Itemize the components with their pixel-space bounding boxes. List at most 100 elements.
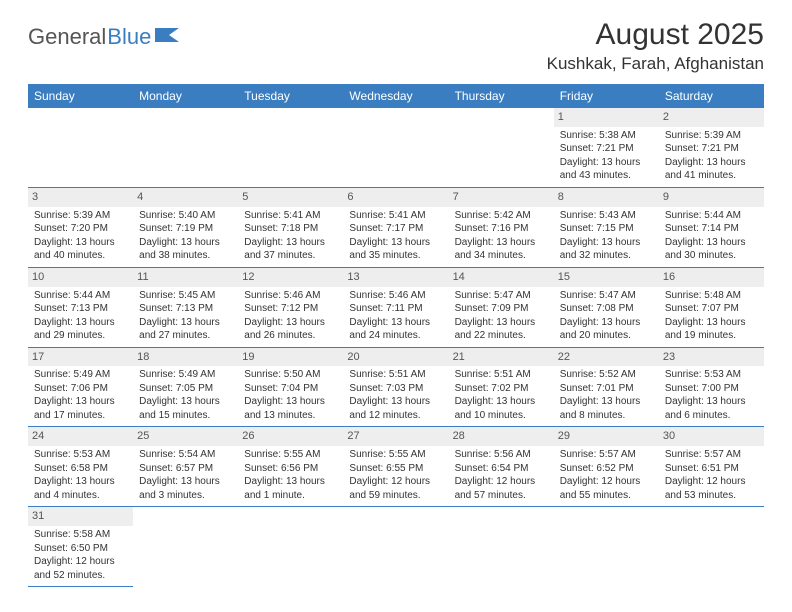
calendar-cell: 1Sunrise: 5:38 AMSunset: 7:21 PMDaylight… — [554, 108, 659, 187]
weekday-header: Thursday — [449, 84, 554, 108]
calendar-body: 1Sunrise: 5:38 AMSunset: 7:21 PMDaylight… — [28, 108, 764, 587]
day-info: Sunrise: 5:45 AMSunset: 7:13 PMDaylight:… — [137, 289, 234, 343]
day-info: Sunrise: 5:47 AMSunset: 7:09 PMDaylight:… — [453, 289, 550, 343]
info-line: and 24 minutes. — [349, 329, 442, 343]
day-info: Sunrise: 5:52 AMSunset: 7:01 PMDaylight:… — [558, 368, 655, 422]
info-line: Sunrise: 5:39 AM — [34, 209, 127, 223]
logo-text-1: General — [28, 24, 106, 50]
day-info: Sunrise: 5:44 AMSunset: 7:14 PMDaylight:… — [663, 209, 760, 263]
info-line: Sunset: 6:56 PM — [244, 462, 337, 476]
info-line: and 3 minutes. — [139, 489, 232, 503]
calendar-cell: 7 Sunrise: 5:42 AMSunset: 7:16 PMDaylight… — [449, 187, 554, 267]
day-info: Sunrise: 5:48 AMSunset: 7:07 PMDaylight:… — [663, 289, 760, 343]
calendar-cell: 14 Sunrise: 5:47 AMSunset: 7:09 PMDayligh… — [449, 267, 554, 347]
title-block: August 2025 Kushkak, Farah, Afghanistan — [547, 18, 764, 74]
calendar-cell — [238, 507, 343, 587]
day-number — [449, 108, 554, 127]
logo: GeneralBlue — [28, 24, 181, 50]
info-line: and 6 minutes. — [665, 409, 758, 423]
info-line: Sunrise: 5:38 AM — [560, 129, 653, 143]
calendar-cell — [449, 507, 554, 587]
info-line: Daylight: 13 hours — [349, 395, 442, 409]
day-number: 7 — [449, 188, 554, 207]
info-line: and 37 minutes. — [244, 249, 337, 263]
weekday-header: Monday — [133, 84, 238, 108]
calendar-cell — [238, 108, 343, 187]
calendar-cell: 19Sunrise: 5:50 AMSunset: 7:04 PMDayligh… — [238, 347, 343, 427]
day-info: Sunrise: 5:39 AMSunset: 7:20 PMDaylight:… — [32, 209, 129, 263]
calendar-cell: 10Sunrise: 5:44 AMSunset: 7:13 PMDayligh… — [28, 267, 133, 347]
calendar-head: Sunday Monday Tuesday Wednesday Thursday… — [28, 84, 764, 108]
info-line: Sunset: 7:18 PM — [244, 222, 337, 236]
day-info: Sunrise: 5:41 AMSunset: 7:18 PMDaylight:… — [242, 209, 339, 263]
info-line: Daylight: 13 hours — [349, 236, 442, 250]
weekday-header: Friday — [554, 84, 659, 108]
day-number: 13 — [343, 268, 448, 287]
calendar-page: GeneralBlue August 2025 Kushkak, Farah, … — [0, 0, 792, 605]
calendar-cell: 20Sunrise: 5:51 AMSunset: 7:03 PMDayligh… — [343, 347, 448, 427]
day-number: 31 — [28, 507, 133, 526]
day-info: Sunrise: 5:58 AMSunset: 6:50 PMDaylight:… — [32, 528, 129, 582]
calendar-cell: 31 Sunrise: 5:58 AMSunset: 6:50 PMDayligh… — [28, 507, 133, 587]
calendar-week: 24Sunrise: 5:53 AMSunset: 6:58 PMDayligh… — [28, 427, 764, 507]
day-info: Sunrise: 5:55 AMSunset: 6:55 PMDaylight:… — [347, 448, 444, 502]
info-line: Sunrise: 5:41 AM — [349, 209, 442, 223]
info-line: and 57 minutes. — [455, 489, 548, 503]
day-number: 30 — [659, 427, 764, 446]
day-number: 10 — [28, 268, 133, 287]
info-line: Daylight: 13 hours — [34, 316, 127, 330]
info-line: Sunrise: 5:55 AM — [349, 448, 442, 462]
info-line: Sunrise: 5:44 AM — [34, 289, 127, 303]
calendar-cell: 11Sunrise: 5:45 AMSunset: 7:13 PMDayligh… — [133, 267, 238, 347]
calendar-cell: 5Sunrise: 5:41 AMSunset: 7:18 PMDaylight… — [238, 187, 343, 267]
info-line: Daylight: 13 hours — [560, 316, 653, 330]
day-info: Sunrise: 5:38 AMSunset: 7:21 PMDaylight:… — [558, 129, 655, 183]
info-line: Daylight: 13 hours — [665, 236, 758, 250]
info-line: and 26 minutes. — [244, 329, 337, 343]
calendar-cell: 17Sunrise: 5:49 AMSunset: 7:06 PMDayligh… — [28, 347, 133, 427]
info-line: Sunset: 7:21 PM — [560, 142, 653, 156]
calendar-cell: 29Sunrise: 5:57 AMSunset: 6:52 PMDayligh… — [554, 427, 659, 507]
info-line: Sunrise: 5:52 AM — [560, 368, 653, 382]
day-number: 17 — [28, 348, 133, 367]
calendar-week: 3Sunrise: 5:39 AMSunset: 7:20 PMDaylight… — [28, 187, 764, 267]
day-info: Sunrise: 5:49 AMSunset: 7:06 PMDaylight:… — [32, 368, 129, 422]
info-line: Daylight: 13 hours — [560, 395, 653, 409]
info-line: Sunrise: 5:47 AM — [455, 289, 548, 303]
calendar-cell — [554, 507, 659, 587]
day-number — [343, 108, 448, 127]
calendar-cell: 15Sunrise: 5:47 AMSunset: 7:08 PMDayligh… — [554, 267, 659, 347]
info-line: and 40 minutes. — [34, 249, 127, 263]
calendar-cell: 12Sunrise: 5:46 AMSunset: 7:12 PMDayligh… — [238, 267, 343, 347]
info-line: Sunset: 6:51 PM — [665, 462, 758, 476]
calendar-cell: 13Sunrise: 5:46 AMSunset: 7:11 PMDayligh… — [343, 267, 448, 347]
info-line: Sunrise: 5:49 AM — [34, 368, 127, 382]
info-line: Sunrise: 5:40 AM — [139, 209, 232, 223]
day-info: Sunrise: 5:42 AMSunset: 7:16 PMDaylight:… — [453, 209, 550, 263]
page-header: GeneralBlue August 2025 Kushkak, Farah, … — [28, 18, 764, 74]
info-line: Sunrise: 5:53 AM — [34, 448, 127, 462]
info-line: Daylight: 13 hours — [665, 156, 758, 170]
calendar-cell — [343, 507, 448, 587]
info-line: and 20 minutes. — [560, 329, 653, 343]
day-number: 18 — [133, 348, 238, 367]
day-number: 2 — [659, 108, 764, 127]
info-line: and 32 minutes. — [560, 249, 653, 263]
info-line: Sunset: 7:20 PM — [34, 222, 127, 236]
weekday-header: Tuesday — [238, 84, 343, 108]
day-info: Sunrise: 5:49 AMSunset: 7:05 PMDaylight:… — [137, 368, 234, 422]
info-line: Sunset: 7:06 PM — [34, 382, 127, 396]
calendar-week: 31 Sunrise: 5:58 AMSunset: 6:50 PMDayligh… — [28, 507, 764, 587]
day-number: 14 — [449, 268, 554, 287]
info-line: and 15 minutes. — [139, 409, 232, 423]
info-line: Sunset: 7:02 PM — [455, 382, 548, 396]
info-line: and 38 minutes. — [139, 249, 232, 263]
weekday-header: Sunday — [28, 84, 133, 108]
info-line: and 30 minutes. — [665, 249, 758, 263]
day-number — [554, 507, 659, 526]
location: Kushkak, Farah, Afghanistan — [547, 54, 764, 74]
info-line: and 17 minutes. — [34, 409, 127, 423]
info-line: Sunset: 7:11 PM — [349, 302, 442, 316]
info-line: and 55 minutes. — [560, 489, 653, 503]
calendar-cell — [133, 507, 238, 587]
